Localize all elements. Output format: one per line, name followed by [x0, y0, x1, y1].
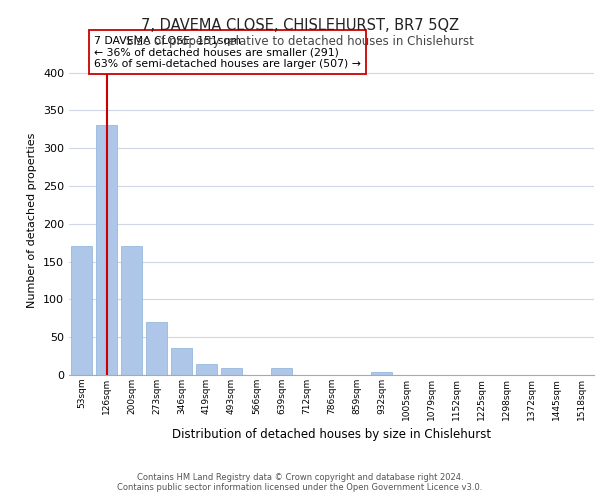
- Bar: [371, 372, 392, 375]
- Bar: [271, 368, 292, 375]
- Text: Size of property relative to detached houses in Chislehurst: Size of property relative to detached ho…: [126, 35, 474, 48]
- Text: Contains HM Land Registry data © Crown copyright and database right 2024.
Contai: Contains HM Land Registry data © Crown c…: [118, 473, 482, 492]
- Text: 7 DAVEMA CLOSE: 151sqm
← 36% of detached houses are smaller (291)
63% of semi-de: 7 DAVEMA CLOSE: 151sqm ← 36% of detached…: [94, 36, 361, 69]
- Y-axis label: Number of detached properties: Number of detached properties: [28, 132, 37, 308]
- Text: 7, DAVEMA CLOSE, CHISLEHURST, BR7 5QZ: 7, DAVEMA CLOSE, CHISLEHURST, BR7 5QZ: [141, 18, 459, 32]
- Bar: [96, 126, 117, 375]
- X-axis label: Distribution of detached houses by size in Chislehurst: Distribution of detached houses by size …: [172, 428, 491, 441]
- Bar: [121, 246, 142, 375]
- Bar: [196, 364, 217, 375]
- Bar: [146, 322, 167, 375]
- Bar: [71, 246, 92, 375]
- Bar: [171, 348, 192, 375]
- Bar: [221, 368, 242, 375]
